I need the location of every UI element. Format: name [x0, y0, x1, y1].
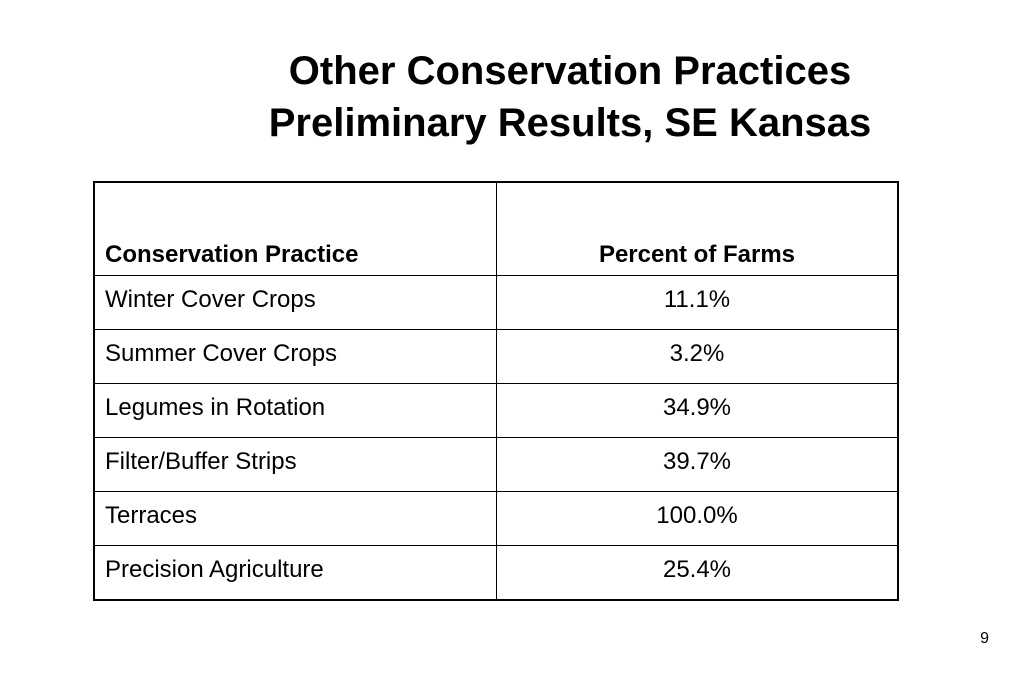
slide-title-line-1: Other Conservation Practices: [288, 49, 852, 93]
table-row: Winter Cover Crops 11.1%: [93, 275, 899, 330]
table-row: Precision Agriculture 25.4%: [93, 545, 899, 600]
table-row: Legumes in Rotation 34.9%: [93, 383, 899, 438]
table-row: Summer Cover Crops 3.2%: [93, 329, 899, 384]
header-conservation-practice: Conservation Practice: [93, 181, 497, 276]
slide-title-line-2: Preliminary Results, SE Kansas: [268, 101, 872, 145]
practice-cell: Summer Cover Crops: [93, 329, 497, 384]
conservation-practices-table: Conservation Practice Percent of Farms W…: [93, 181, 899, 601]
slide-title: Other Conservation Practices Preliminary…: [150, 45, 990, 149]
percent-cell: 3.2%: [496, 329, 899, 384]
practice-cell: Precision Agriculture: [93, 545, 497, 600]
practice-cell: Filter/Buffer Strips: [93, 437, 497, 492]
practice-cell: Winter Cover Crops: [93, 275, 497, 330]
percent-cell: 34.9%: [496, 383, 899, 438]
percent-cell: 11.1%: [496, 275, 899, 330]
page-number: 9: [980, 630, 989, 647]
percent-cell: 39.7%: [496, 437, 899, 492]
table-row: Terraces 100.0%: [93, 491, 899, 546]
header-percent-of-farms: Percent of Farms: [496, 181, 899, 276]
table-header-row: Conservation Practice Percent of Farms: [93, 181, 899, 276]
percent-cell: 25.4%: [496, 545, 899, 600]
percent-cell: 100.0%: [496, 491, 899, 546]
table-row: Filter/Buffer Strips 39.7%: [93, 437, 899, 492]
practice-cell: Legumes in Rotation: [93, 383, 497, 438]
practice-cell: Terraces: [93, 491, 497, 546]
